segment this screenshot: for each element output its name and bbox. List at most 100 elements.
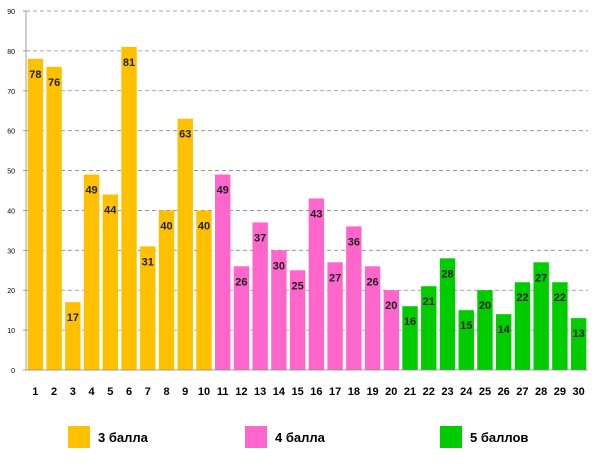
x-tick-label: 17 [329,386,341,398]
x-tick-label: 9 [182,386,188,398]
x-tick-label: 10 [198,386,210,398]
bar-value-label: 14 [498,324,511,336]
bar-value-label: 31 [142,256,154,268]
bar [346,226,362,370]
bar-value-label: 28 [441,268,453,280]
x-tick-label: 13 [254,386,266,398]
bar [570,318,587,370]
y-tick-label: 50 [7,169,15,176]
x-tick-label: 4 [89,386,96,398]
bar-value-label: 26 [366,276,378,288]
bar [46,66,62,370]
bar-value-label: 27 [329,272,341,284]
x-tick-label: 27 [516,386,528,398]
x-tick-label: 25 [479,386,491,398]
x-tick-label: 3 [70,386,76,398]
legend-item-4-balla: 4 балла [245,426,325,448]
x-tick-label: 16 [310,386,322,398]
bar [402,306,418,370]
legend-swatch [440,426,462,448]
legend-swatch [68,426,90,448]
bar-value-label: 43 [310,208,322,220]
bar [552,282,568,370]
legend-swatch [245,426,267,448]
x-tick-label: 18 [348,386,360,398]
y-tick-label: 20 [7,288,15,295]
x-tick-label: 29 [554,386,566,398]
bar [327,262,343,370]
legend-item-5-ballov: 5 баллов [440,426,528,448]
x-tick-label: 2 [51,386,57,398]
bar [196,210,212,370]
gridlines [26,10,588,331]
x-tick-label: 26 [498,386,510,398]
bar [233,266,250,370]
bar [121,46,137,371]
y-tick-label: 80 [7,49,15,56]
bar [308,198,325,370]
bar [27,58,44,370]
bar-value-label: 63 [179,129,191,141]
bar-value-label: 81 [123,57,135,69]
y-tick-label: 90 [7,9,15,16]
bar-value-label: 27 [535,272,547,284]
bar-value-label: 16 [404,316,416,328]
x-tick-label: 20 [385,386,397,398]
bar-value-label: 20 [385,300,397,312]
bar-value-label: 22 [516,292,528,304]
bar-value-label: 17 [67,312,79,324]
bar-value-label: 40 [198,220,210,232]
y-axis: 0 10 20 30 40 50 60 70 80 90 [7,9,27,375]
bar [533,262,549,370]
bar [158,210,175,370]
x-tick-label: 7 [145,386,151,398]
bar-value-label: 20 [479,300,491,312]
bar-value-label: 25 [292,280,304,292]
bar-value-label: 44 [104,204,117,216]
x-tick-label: 30 [573,386,585,398]
x-tick-label: 12 [235,386,247,398]
bar [215,174,231,370]
y-tick-label: 10 [7,328,15,335]
bar [383,290,399,370]
bar [289,270,306,370]
y-tick-label: 70 [7,89,15,96]
bar-value-label: 30 [273,260,285,272]
bar-value-label: 40 [160,220,172,232]
bar [439,258,456,370]
bar-value-label: 76 [48,77,60,89]
x-tick-label: 21 [404,386,416,398]
bar [421,286,437,370]
x-tick-label: 19 [366,386,378,398]
x-tick-label: 23 [441,386,453,398]
bar [514,282,531,370]
bar-value-label: 15 [460,320,472,332]
bar-value-label: 21 [423,296,435,308]
legend-label: 3 балла [98,429,148,445]
x-tick-label: 11 [217,386,229,398]
bar-value-label: 78 [29,69,41,81]
bars: 78 76 17 49 44 81 31 40 63 40 49 26 37 30 25 43 27 36 26 20… [27,46,587,371]
x-axis: 1 2 3 4 5 6 7 8 9 10 11 12 13 14 15 16 17 18 19 20 21 22 23 24 2… [26,369,588,398]
x-tick-label: 8 [163,386,169,398]
x-tick-label: 28 [535,386,547,398]
bar [177,118,193,370]
bar [496,314,512,370]
x-tick-label: 15 [292,386,304,398]
bar-value-label: 37 [254,232,266,244]
bar-value-label: 49 [85,185,97,197]
bar [458,310,474,370]
legend-label: 5 баллов [470,429,529,445]
bar [140,246,156,370]
x-tick-label: 24 [460,386,473,398]
bar [477,290,493,370]
bar [83,174,100,370]
y-tick-label: 60 [7,129,15,136]
legend-item-3-balla: 3 балла [68,426,148,448]
bar [271,250,287,370]
y-tick-label: 40 [7,208,15,215]
bar-value-label: 26 [235,276,247,288]
bar [252,222,268,370]
bar-value-label: 49 [217,185,229,197]
